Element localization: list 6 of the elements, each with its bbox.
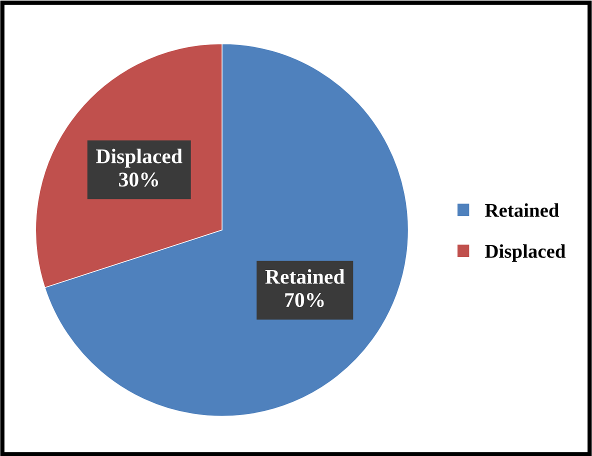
slice-label: Displaced [96, 148, 182, 168]
legend-label: Displaced [485, 244, 566, 262]
data-label: 70% [285, 292, 324, 308]
data-label: 30% [119, 172, 158, 187]
slice-label: Retained [265, 269, 345, 284]
legend-label: Retained [485, 203, 560, 217]
